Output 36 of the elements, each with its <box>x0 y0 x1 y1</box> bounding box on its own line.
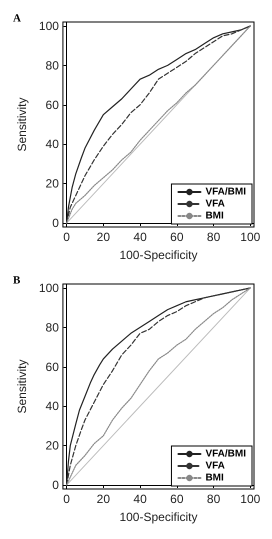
y-tick-label: 40 <box>46 399 60 414</box>
y-tick-label: 100 <box>38 280 60 295</box>
x-tick-label: 0 <box>63 492 70 506</box>
x-tick-label: 60 <box>170 492 184 506</box>
y-tick-label: 60 <box>46 360 60 374</box>
y-tick-label: 40 <box>46 137 60 152</box>
legend-label: VFA <box>205 460 225 472</box>
y-tick-label: 100 <box>38 18 60 33</box>
x-tick-label: 60 <box>170 230 184 244</box>
x-tick-label: 40 <box>133 492 148 506</box>
x-axis-title: 100-Specificity <box>119 248 198 262</box>
chart-title: A <box>13 12 21 24</box>
x-tick-label: 20 <box>96 230 110 244</box>
legend-label: VFA/BMI <box>205 186 246 198</box>
legend-label: VFA/BMI <box>205 448 246 460</box>
y-axis-title: Sensitivity <box>15 97 29 152</box>
y-tick-label: 80 <box>46 320 60 334</box>
x-tick-label: 20 <box>96 492 110 506</box>
legend-label: VFA <box>205 198 225 210</box>
x-tick-label: 80 <box>206 492 221 506</box>
x-tick-label: 40 <box>133 230 148 244</box>
legend-label: BMI <box>205 210 224 222</box>
y-tick-label: 0 <box>52 216 60 230</box>
x-tick-label: 0 <box>63 230 70 244</box>
x-tick-label: 100 <box>240 230 261 244</box>
y-tick-label: 0 <box>52 478 60 492</box>
y-tick-label: 20 <box>46 176 60 191</box>
y-axis-title: Sensitivity <box>15 359 29 414</box>
legend-label: BMI <box>205 472 224 484</box>
x-tick-label: 80 <box>206 230 221 244</box>
chart-title: B <box>13 274 21 286</box>
y-tick-label: 20 <box>46 438 60 453</box>
x-tick-label: 100 <box>240 492 261 506</box>
y-tick-label: 60 <box>46 98 60 112</box>
x-axis-title: 100-Specificity <box>119 510 198 524</box>
y-tick-label: 80 <box>46 58 60 72</box>
